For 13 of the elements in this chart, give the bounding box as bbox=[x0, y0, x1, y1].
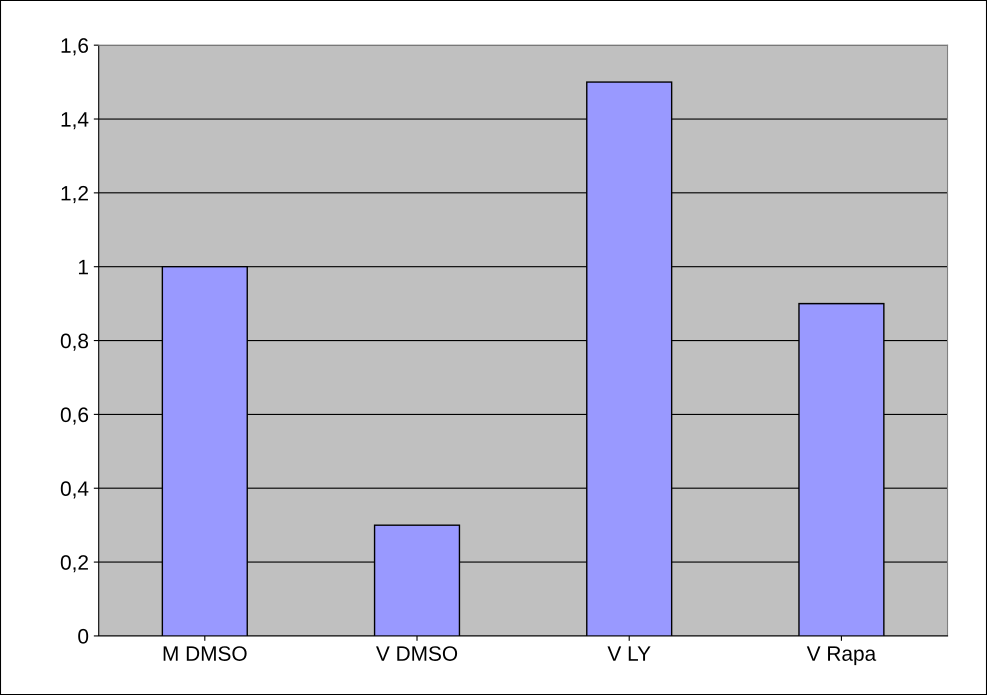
x-tick-label: V Rapa bbox=[806, 646, 876, 666]
x-tick-label: V DMSO bbox=[376, 646, 458, 661]
y-tick-label: 0 bbox=[78, 628, 88, 644]
y-tick-label: 0,4 bbox=[60, 481, 88, 498]
y-tick-label: 1 bbox=[78, 260, 88, 274]
y-tick-label: 0,8 bbox=[60, 334, 88, 351]
x-tick-label: V LY bbox=[607, 646, 651, 661]
y-tick-label: 0,2 bbox=[60, 555, 88, 572]
x-tick-label: M DMSO bbox=[164, 646, 247, 661]
y-tick-label: 1,2 bbox=[62, 186, 88, 204]
y-tick-label: 0,6 bbox=[60, 407, 88, 425]
y-tick-label: 1,6 bbox=[62, 38, 88, 56]
y-tick-label: 1,4 bbox=[62, 112, 88, 130]
